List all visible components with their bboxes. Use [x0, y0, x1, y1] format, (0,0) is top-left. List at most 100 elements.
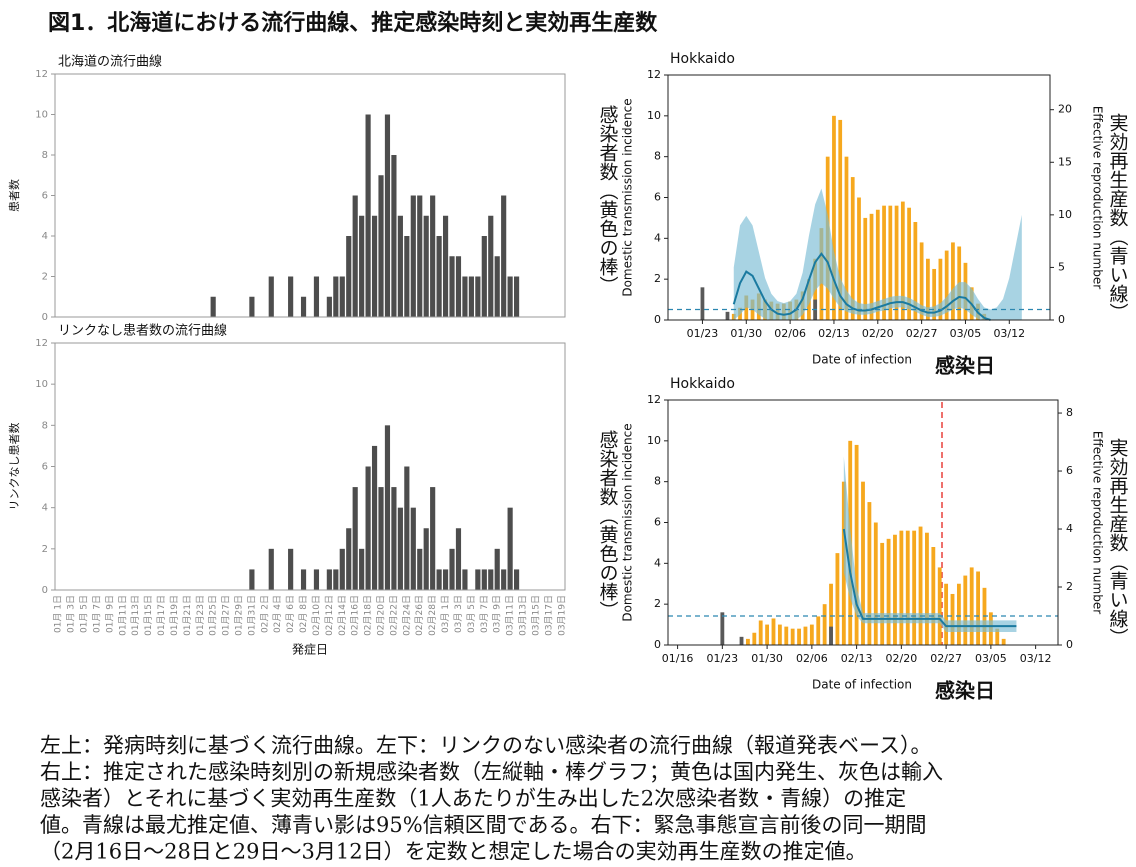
x-axis-label: 発症日: [292, 642, 328, 657]
bar: [417, 195, 423, 317]
bar: [777, 624, 782, 645]
bar: [838, 119, 843, 321]
bar: [841, 481, 846, 645]
x-tick-label: 02月26日: [414, 595, 425, 636]
y-tick-label: 2: [654, 272, 661, 285]
bar: [803, 626, 808, 645]
bar: [300, 296, 307, 317]
bar: [481, 569, 487, 590]
bar: [397, 507, 403, 590]
x-tick-label: 01月23日: [195, 595, 206, 636]
x-tick-label: 03/05: [950, 327, 982, 340]
bar: [333, 276, 339, 317]
y-axis-label: Domestic transmission incidence: [621, 98, 635, 296]
x-tick-label: 03月19日: [556, 595, 567, 636]
bar: [913, 222, 918, 320]
bar: [365, 466, 371, 590]
x-tick-label: 03月 5日: [466, 595, 477, 633]
bar: [758, 620, 763, 645]
bar: [720, 612, 725, 645]
bar: [326, 296, 332, 317]
y-tick-label: 12: [35, 338, 48, 349]
bar: [725, 311, 730, 320]
bar: [410, 195, 416, 317]
x-tick-label: 02月 2日: [259, 595, 270, 633]
y-tick-label: 4: [42, 231, 48, 242]
bar: [288, 548, 294, 590]
bar: [963, 575, 968, 645]
bar: [867, 502, 872, 645]
chart-title: Hokkaido: [670, 376, 735, 392]
bar: [268, 276, 274, 317]
bar: [371, 445, 378, 590]
bar: [288, 276, 294, 317]
caption-line: （2月16日〜28日と29日〜3月12日）を定数と想定した場合の実効再生産数の推…: [40, 840, 867, 864]
x-axis-label-ja: 感染日: [935, 354, 995, 378]
bar: [365, 114, 371, 317]
bar: [397, 215, 403, 317]
bar: [210, 296, 216, 317]
x-tick-label: 01月 3日: [66, 595, 77, 633]
bar: [739, 636, 744, 645]
bar: [882, 205, 886, 320]
x-tick-label: 01月25日: [208, 595, 219, 636]
y-tick-label: 0: [654, 638, 661, 651]
bar: [863, 217, 868, 320]
x-axis-label: Date of infection: [812, 353, 912, 367]
y2-tick-label: 15: [1058, 155, 1072, 168]
bar: [976, 571, 980, 645]
bar: [339, 548, 345, 590]
bar: [829, 626, 833, 645]
bar: [313, 276, 320, 317]
bar: [919, 242, 924, 320]
y-tick-label: 4: [654, 231, 661, 244]
y2-tick-label: 6: [1066, 464, 1073, 477]
y-tick-label: 8: [654, 150, 661, 163]
x-tick-label: 02月16日: [350, 595, 361, 636]
y-tick-label: 4: [654, 556, 661, 569]
bar: [832, 115, 836, 320]
bar: [894, 205, 899, 320]
y-axis-label-ja: 感染者数（黄色の棒）: [597, 430, 619, 620]
bar: [313, 569, 320, 590]
x-axis-label: Date of infection: [812, 678, 912, 692]
x-axis-label-ja: 感染日: [935, 679, 995, 703]
x-tick-label: 01月 7日: [91, 595, 102, 633]
bar: [932, 268, 937, 320]
bar: [475, 569, 481, 590]
x-tick-label: 03/05: [975, 652, 1007, 665]
bar: [430, 195, 436, 317]
y2-tick-label: 0: [1066, 638, 1073, 651]
y2-tick-label: 0: [1058, 313, 1065, 326]
x-tick-label: 03月 9日: [492, 595, 503, 633]
line: [842, 528, 1017, 628]
bar: [346, 236, 352, 317]
x-tick-label: 02/27: [906, 327, 938, 340]
bar: [268, 548, 274, 590]
x-tick-label: 03月17日: [543, 595, 554, 636]
x-tick-label: 01/16: [662, 652, 694, 665]
y2-tick-label: 5: [1058, 260, 1065, 273]
bar: [873, 522, 878, 645]
bar: [488, 215, 494, 317]
x-tick-label: 01/30: [730, 327, 762, 340]
x-tick-label: 02/13: [818, 327, 850, 340]
x-tick-label: 02/20: [886, 652, 918, 665]
x-tick-label: 01/30: [751, 652, 783, 665]
x-tick-label: 02/20: [862, 327, 894, 340]
bar: [430, 487, 436, 590]
x-tick-label: 02月 4日: [272, 595, 283, 633]
bar: [462, 276, 468, 317]
bar: [888, 205, 893, 320]
bar: [481, 236, 487, 317]
bar: [905, 530, 910, 645]
bar: [442, 569, 449, 590]
x-tick-label: 01月29日: [233, 595, 244, 636]
bar: [494, 548, 500, 590]
bar: [249, 569, 255, 590]
x-tick-label: 02/27: [930, 652, 962, 665]
bar: [822, 604, 827, 645]
x-tick-label: 03月15日: [530, 595, 541, 636]
y-tick-label: 0: [42, 585, 48, 596]
